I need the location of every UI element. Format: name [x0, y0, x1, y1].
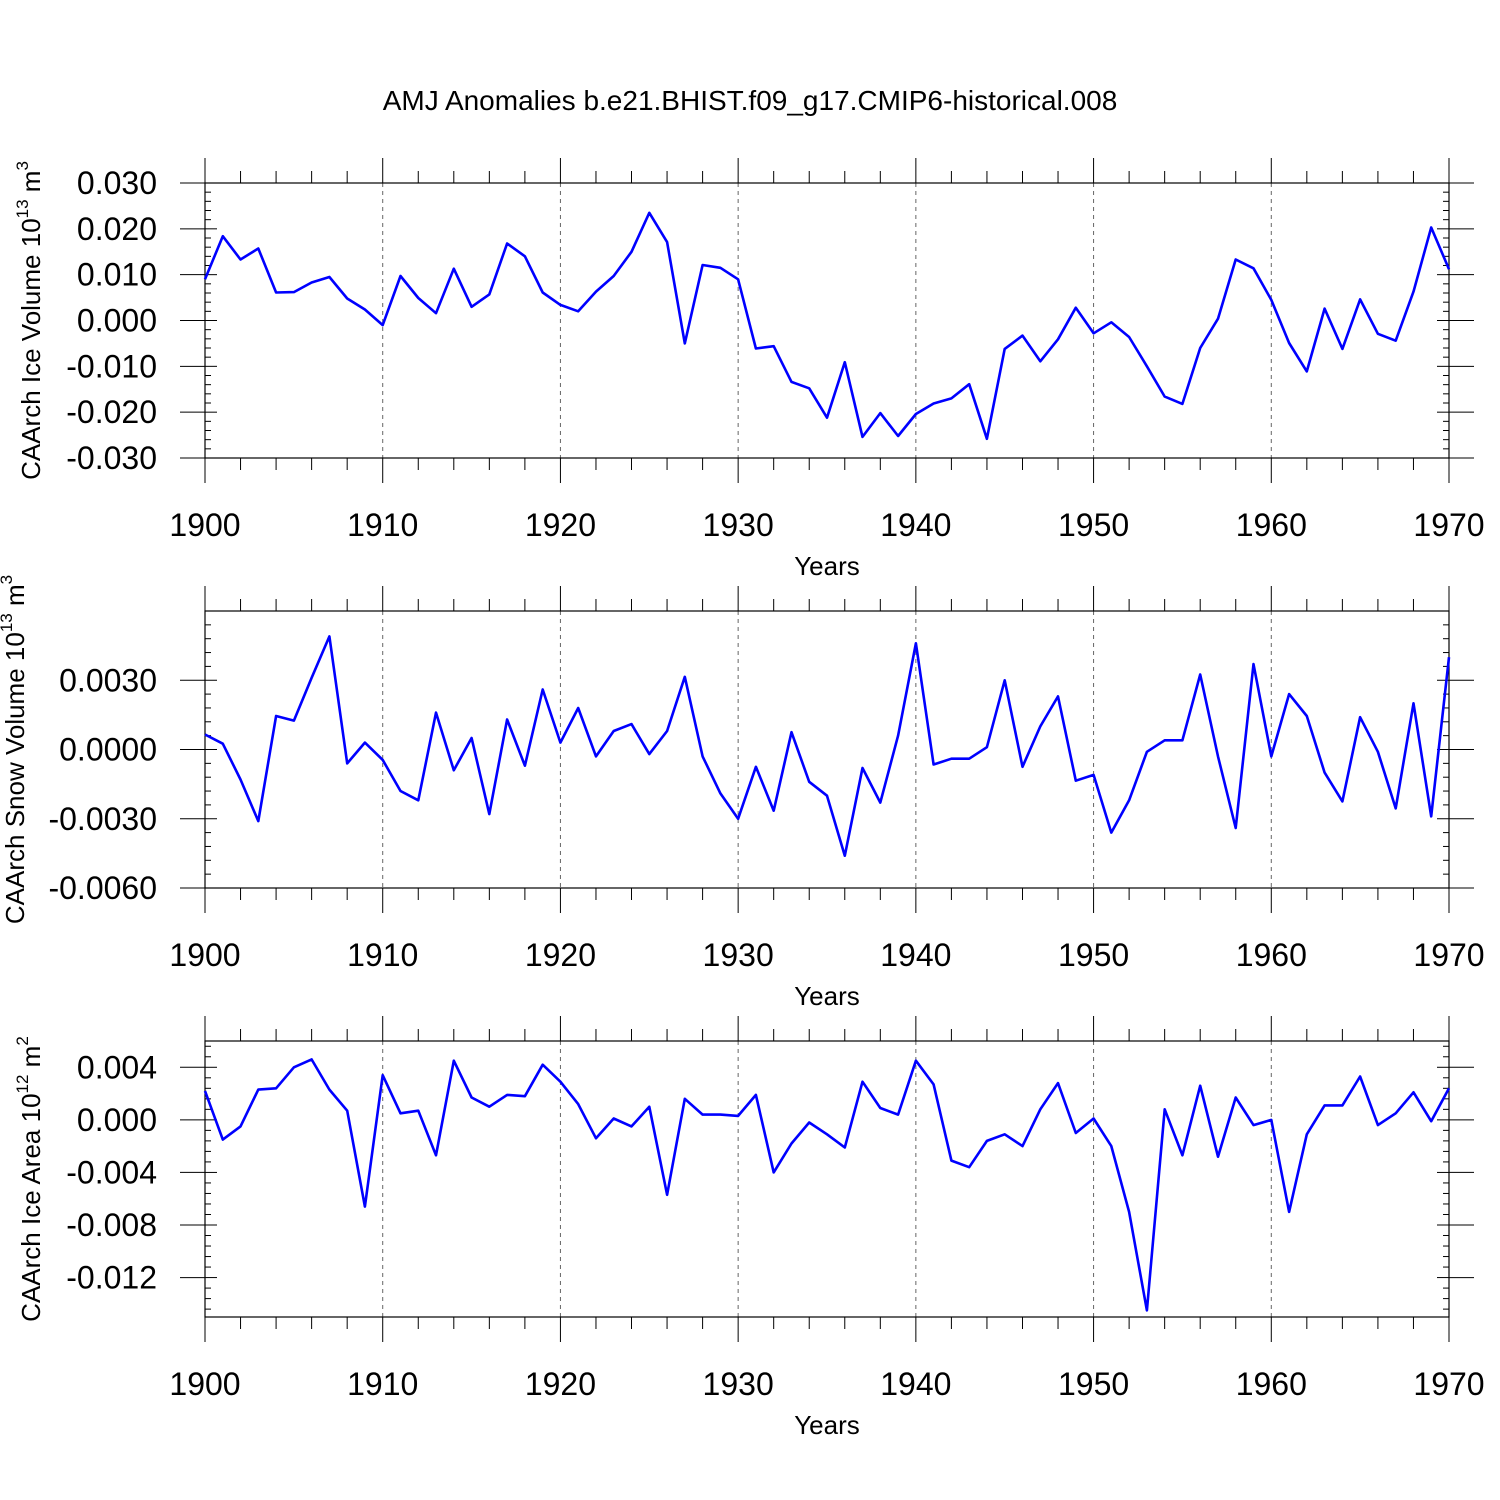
- x-tick-label: 1920: [525, 507, 596, 543]
- y-tick-label: -0.010: [66, 348, 157, 384]
- x-tick-label: 1910: [347, 937, 418, 973]
- chart-panel-3: 1900 1910 1920 1930 1940 1950 1960 1970 Years 0.0…: [13, 1016, 1485, 1440]
- y-tick-label: 0.030: [77, 165, 157, 201]
- y-tick-label: -0.008: [66, 1207, 157, 1243]
- plot-frame: [204, 610, 1450, 889]
- y-tick-label: 0.004: [77, 1049, 157, 1085]
- x-tick-label: 1900: [169, 937, 240, 973]
- chart-panel-1: 1900 1910 1920 1930 1940 1950 1960 1970 Years 0.0…: [13, 158, 1485, 581]
- y-tick-label: -0.012: [66, 1260, 157, 1296]
- series-line: [203, 211, 1451, 441]
- y-tick-label: 0.010: [77, 257, 157, 293]
- x-tick-label: 1910: [347, 507, 418, 543]
- x-axis-label: Years: [794, 981, 860, 1011]
- y-tick-label: -0.020: [66, 394, 157, 430]
- panels: 1900 1910 1920 1930 1940 1950 1960 1970 Years 0.0…: [0, 158, 1485, 1440]
- x-tick-label: 1930: [703, 937, 774, 973]
- y-tick-label: 0.0030: [59, 662, 157, 698]
- x-tick-label: 1970: [1413, 937, 1484, 973]
- x-tick-label: 1900: [169, 507, 240, 543]
- y-tick-label: -0.0060: [48, 870, 157, 906]
- x-tick-label: 1930: [703, 1366, 774, 1402]
- x-tick-label: 1950: [1058, 1366, 1129, 1402]
- y-tick-label: 0.0000: [59, 732, 157, 768]
- y-tick-label: 0.000: [77, 1102, 157, 1138]
- x-tick-label: 1960: [1236, 937, 1307, 973]
- x-tick-label: 1950: [1058, 507, 1129, 543]
- y-tick-label: -0.004: [66, 1154, 157, 1190]
- y-axis-label: CAArch Ice Area 1012 m2: [13, 1036, 46, 1322]
- y-axis-label: CAArch Ice Volume 1013 m3: [13, 161, 46, 480]
- y-axis-label: CAArch Snow Volume 1013 m3: [0, 575, 30, 924]
- x-tick-label: 1920: [525, 1366, 596, 1402]
- x-tick-label: 1970: [1413, 507, 1484, 543]
- x-tick-label: 1920: [525, 937, 596, 973]
- x-tick-label: 1970: [1413, 1366, 1484, 1402]
- x-tick-label: 1900: [169, 1366, 240, 1402]
- y-tick-label: 0.000: [77, 303, 157, 339]
- y-tick-label: -0.030: [66, 440, 157, 476]
- y-tick-label: 0.020: [77, 211, 157, 247]
- x-tick-label: 1940: [880, 507, 951, 543]
- x-axis-label: Years: [794, 1410, 860, 1440]
- x-tick-label: 1940: [880, 1366, 951, 1402]
- y-tick-label: -0.0030: [48, 801, 157, 837]
- series-line: [203, 1058, 1451, 1312]
- x-tick-label: 1960: [1236, 1366, 1307, 1402]
- x-tick-label: 1930: [703, 507, 774, 543]
- series-line: [204, 635, 1451, 858]
- figure-title: AMJ Anomalies b.e21.BHIST.f09_g17.CMIP6-…: [383, 85, 1118, 116]
- x-tick-label: 1910: [347, 1366, 418, 1402]
- x-tick-label: 1960: [1236, 507, 1307, 543]
- chart-panel-2: 1900 1910 1920 1930 1940 1950 1960 1970 Years 0.0…: [0, 575, 1485, 1011]
- x-tick-label: 1950: [1058, 937, 1129, 973]
- plot-frame: [204, 1040, 1450, 1318]
- x-axis-label: Years: [794, 551, 860, 581]
- x-tick-label: 1940: [880, 937, 951, 973]
